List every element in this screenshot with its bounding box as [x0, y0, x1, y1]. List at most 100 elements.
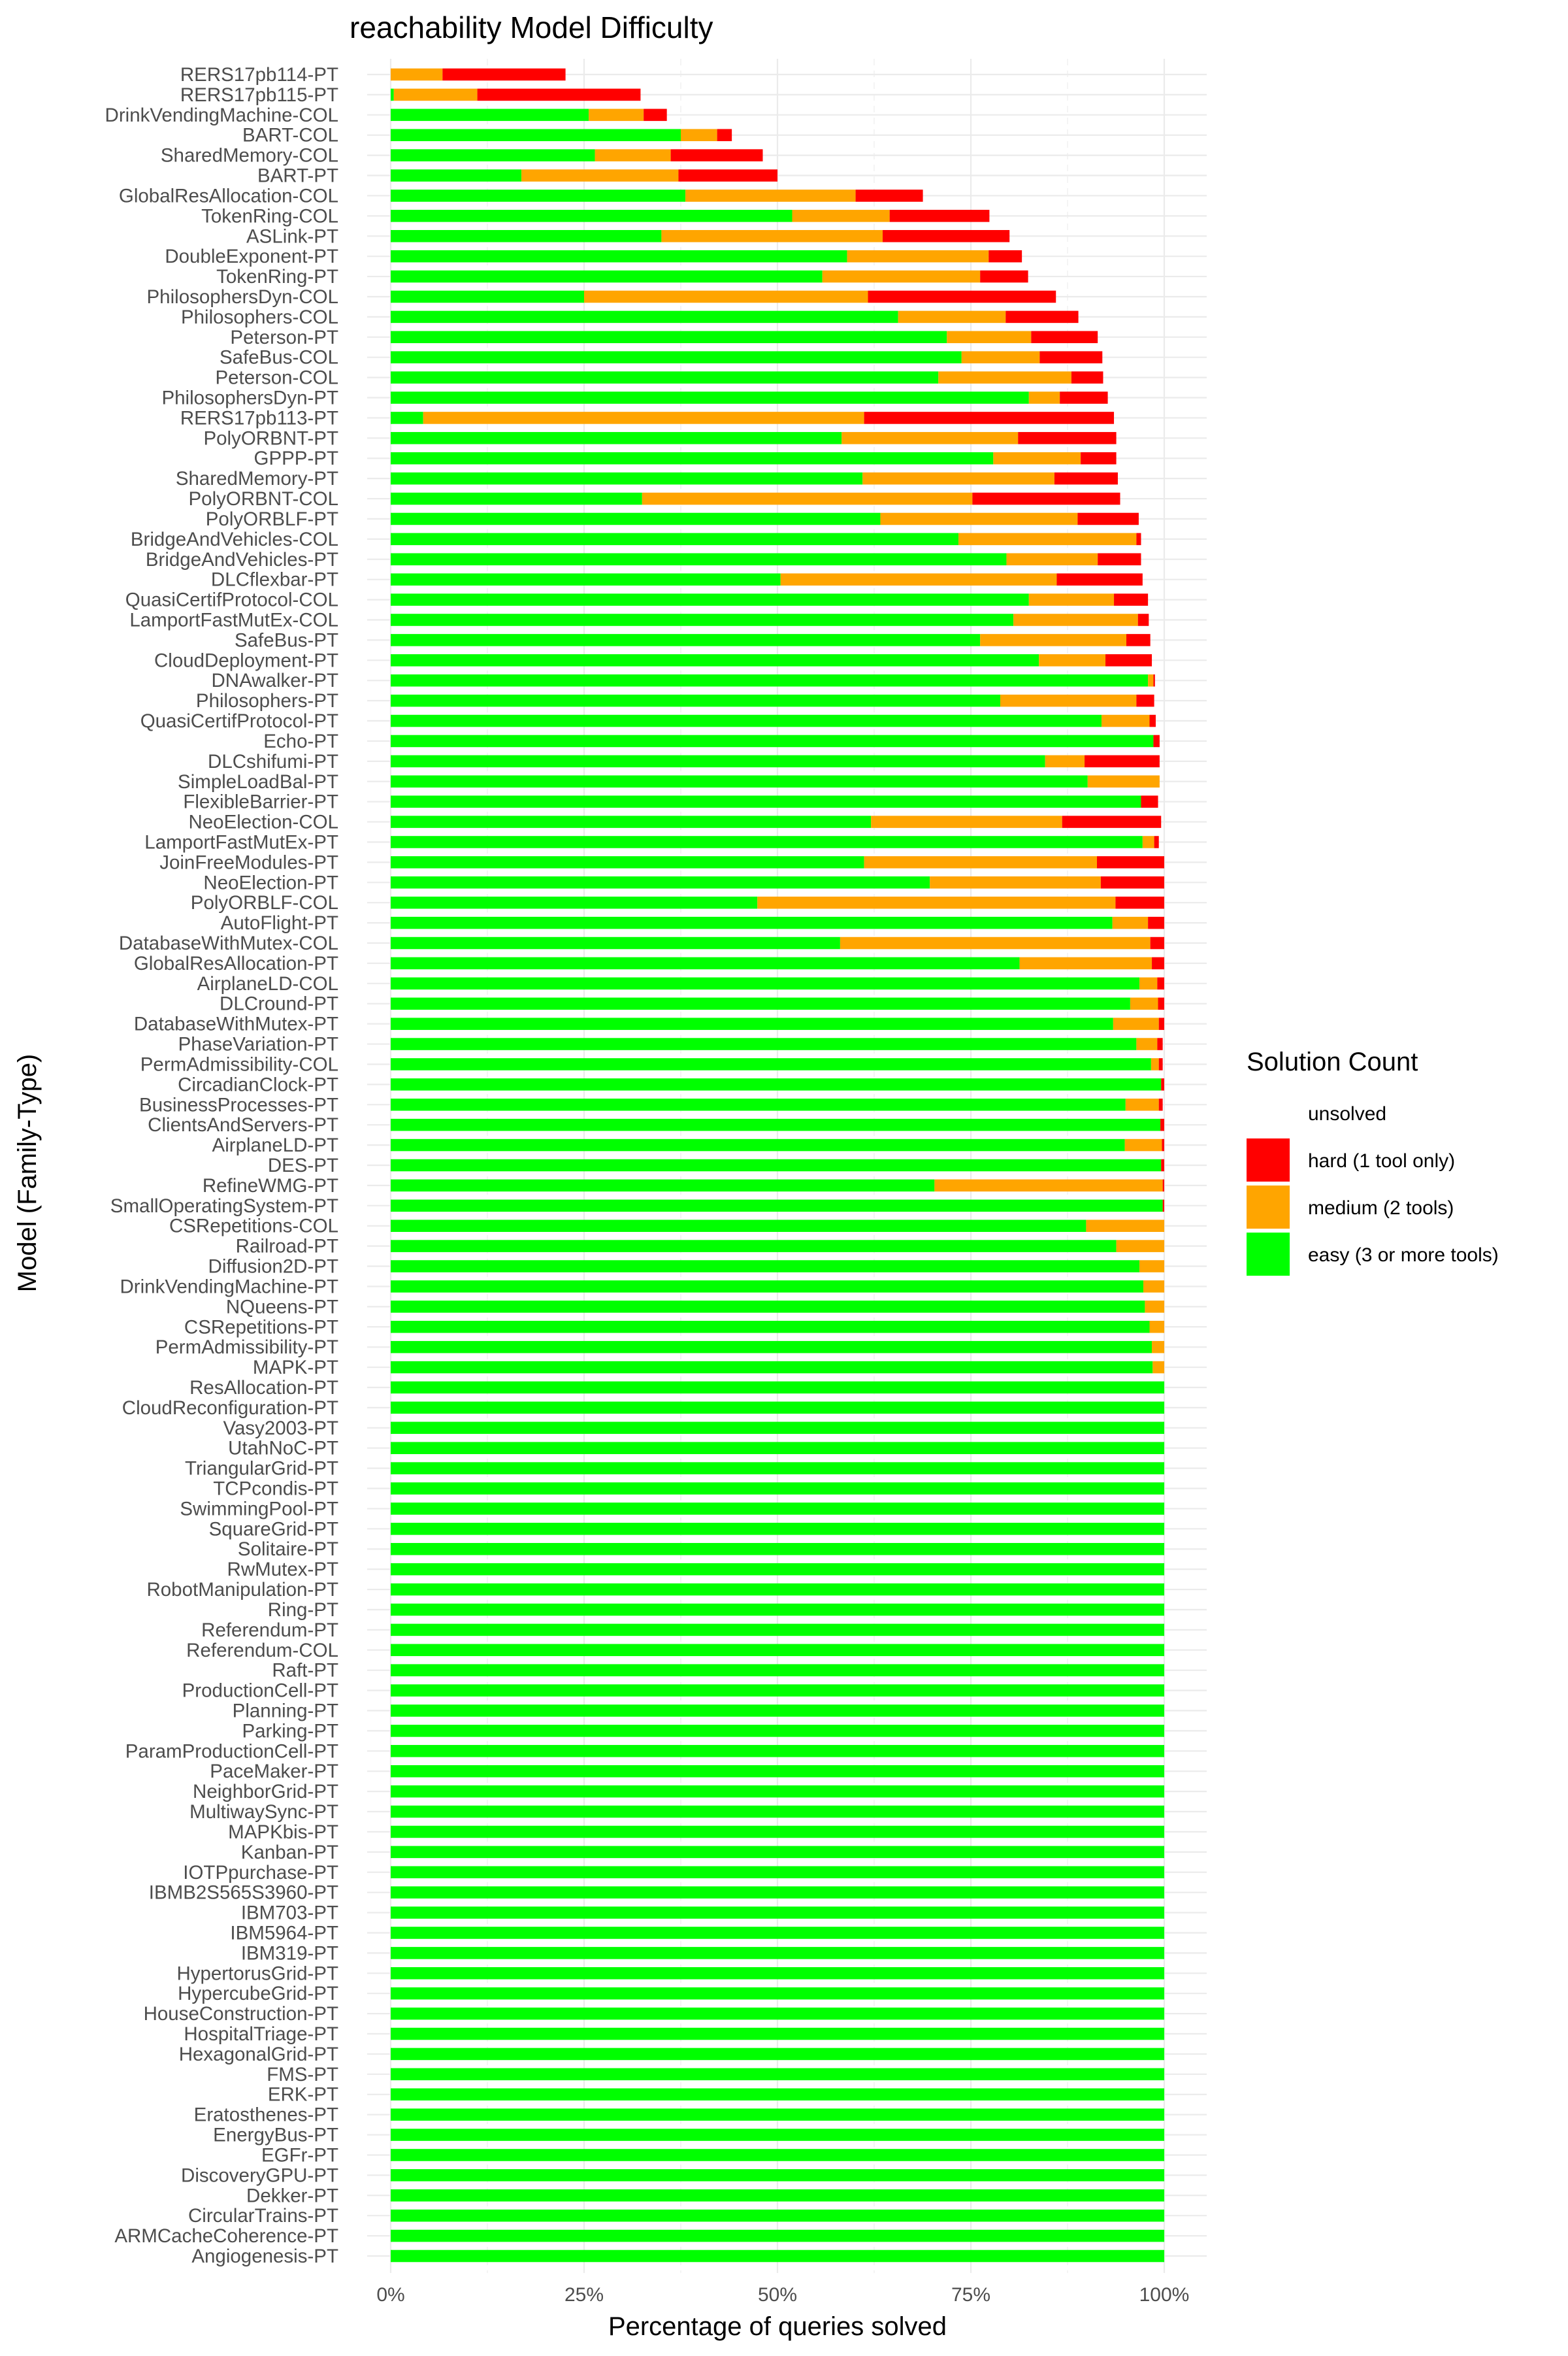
bar-easy-ClientsAndServers-PT	[391, 1118, 1161, 1131]
bar-easy-DLCround-PT	[391, 997, 1130, 1010]
bar-hard-DLCshifumi-PT	[1085, 755, 1160, 768]
bar-medium-Peterson-PT	[947, 331, 1032, 344]
bar-medium-DrinkVendingMachine-COL	[589, 108, 644, 122]
bar-medium-BusinessProcesses-PT	[1125, 1099, 1159, 1111]
bar-medium-Peterson-COL	[938, 371, 1071, 384]
category-label: ResAllocation-PT	[189, 1377, 338, 1399]
category-label: CircadianClock-PT	[178, 1074, 338, 1095]
category-label: ProductionCell-PT	[182, 1680, 338, 1702]
category-label: ASLink-PT	[246, 225, 338, 247]
bar-easy-IBM319-PT	[391, 1947, 1164, 1959]
bar-hard-RERS17pb115-PT	[477, 88, 641, 101]
bar-medium-LamportFastMutEx-COL	[1013, 614, 1138, 626]
bar-medium-Diffusion2D-PT	[1139, 1260, 1164, 1272]
category-label: MAPKbis-PT	[228, 1821, 338, 1843]
bar-hard-CloudDeployment-PT	[1105, 654, 1152, 667]
bar-easy-SmallOperatingSystem-PT	[391, 1199, 1163, 1212]
category-label: ERK-PT	[268, 2084, 338, 2106]
category-label: SmallOperatingSystem-PT	[110, 1195, 338, 1217]
category-label: PermAdmissibility-PT	[155, 1336, 338, 1358]
category-label: IOTPpurchase-PT	[183, 1862, 338, 1883]
bar-easy-DiscoveryGPU-PT	[391, 2169, 1164, 2182]
bar-easy-Dekker-PT	[391, 2189, 1164, 2202]
category-label: Vasy2003-PT	[223, 1418, 338, 1439]
bar-medium-GPPP-PT	[993, 452, 1081, 465]
bar-easy-HypertorusGrid-PT	[391, 1967, 1164, 1980]
category-label: CSRepetitions-COL	[169, 1216, 338, 1237]
category-label: TokenRing-COL	[201, 205, 338, 227]
bar-medium-BridgeAndVehicles-PT	[1006, 553, 1098, 566]
legend-title: Solution Count	[1247, 1048, 1418, 1076]
bar-easy-DatabaseWithMutex-COL	[391, 937, 840, 950]
category-label: SwimmingPool-PT	[180, 1498, 338, 1519]
bar-hard-GlobalResAllocation-PT	[1152, 957, 1164, 970]
category-label: PolyORBNT-PT	[203, 427, 338, 449]
category-label: Solitaire-PT	[238, 1538, 338, 1560]
bar-easy-ERK-PT	[391, 2088, 1164, 2101]
category-label: PermAdmissibility-COL	[140, 1054, 338, 1075]
x-axis-title: Percentage of queries solved	[608, 2312, 947, 2341]
bar-hard-SharedMemory-PT	[1054, 472, 1118, 485]
category-label: Echo-PT	[263, 731, 338, 752]
legend-label-unsolved: unsolved	[1308, 1103, 1386, 1125]
bar-hard-JoinFreeModules-PT	[1096, 856, 1164, 869]
bar-easy-MultiwaySync-PT	[391, 1805, 1164, 1818]
bar-hard-BART-COL	[717, 129, 732, 141]
bar-medium-Railroad-PT	[1116, 1240, 1164, 1252]
bar-easy-TriangularGrid-PT	[391, 1462, 1164, 1474]
bar-hard-Echo-PT	[1153, 735, 1160, 748]
bar-hard-DatabaseWithMutex-PT	[1158, 1018, 1164, 1030]
bar-easy-RobotManipulation-PT	[391, 1583, 1164, 1596]
bar-medium-CSRepetitions-PT	[1149, 1320, 1164, 1333]
bar-easy-CloudDeployment-PT	[391, 654, 1039, 667]
bar-hard-GPPP-PT	[1081, 452, 1117, 465]
bar-easy-SquareGrid-PT	[391, 1523, 1164, 1535]
bar-hard-BART-PT	[678, 169, 777, 182]
bar-medium-TokenRing-PT	[822, 270, 981, 283]
bar-easy-PhaseVariation-PT	[391, 1038, 1137, 1050]
category-label: DLCflexbar-PT	[211, 569, 338, 591]
category-label: PhilosophersDyn-COL	[147, 286, 339, 308]
bar-easy-CloudReconfiguration-PT	[391, 1401, 1164, 1414]
bar-easy-RERS17pb115-PT	[391, 88, 394, 101]
category-label: FMS-PT	[267, 2064, 338, 2085]
category-label: DrinkVendingMachine-PT	[120, 1276, 339, 1297]
category-label: Referendum-PT	[201, 1619, 338, 1641]
bar-easy-HospitalTriage-PT	[391, 2027, 1164, 2040]
category-label: TCPcondis-PT	[213, 1478, 338, 1500]
bar-medium-BridgeAndVehicles-COL	[958, 533, 1137, 546]
bar-easy-NeoElection-COL	[391, 816, 872, 828]
bar-easy-ResAllocation-PT	[391, 1381, 1164, 1394]
category-label: HypercubeGrid-PT	[178, 1983, 338, 2004]
category-label: HouseConstruction-PT	[144, 2003, 338, 2025]
bar-hard-SmallOperatingSystem-PT	[1162, 1199, 1164, 1212]
bar-medium-AirplaneLD-PT	[1124, 1138, 1162, 1152]
category-label: DLCround-PT	[220, 993, 338, 1015]
bar-easy-TokenRing-COL	[391, 210, 792, 222]
category-label: Referendum-COL	[186, 1640, 338, 1661]
bar-easy-AirplaneLD-PT	[391, 1138, 1125, 1152]
category-label: NeoElection-COL	[188, 812, 338, 833]
bar-easy-IBMB2S565S3960-PT	[391, 1886, 1164, 1899]
bar-easy-SimpleLoadBal-PT	[391, 775, 1088, 788]
bar-easy-RwMutex-PT	[391, 1563, 1164, 1576]
bar-hard-RERS17pb113-PT	[864, 412, 1115, 424]
bar-easy-BridgeAndVehicles-COL	[391, 533, 959, 546]
bar-hard-FlexibleBarrier-PT	[1141, 795, 1158, 808]
bar-medium-SharedMemory-COL	[595, 149, 671, 161]
category-label: SharedMemory-COL	[161, 145, 338, 167]
bar-medium-BART-PT	[521, 169, 679, 182]
category-label: ClientsAndServers-PT	[148, 1114, 338, 1136]
y-axis-title: Model (Family-Type)	[13, 1054, 42, 1293]
bar-easy-SafeBus-PT	[391, 634, 981, 646]
bar-hard-BridgeAndVehicles-COL	[1136, 533, 1141, 546]
category-label: AutoFlight-PT	[221, 912, 338, 934]
bar-hard-DoubleExponent-PT	[988, 250, 1022, 263]
bar-hard-Philosophers-PT	[1136, 694, 1154, 707]
bar-hard-PhaseVariation-PT	[1157, 1038, 1163, 1050]
bar-hard-Peterson-COL	[1071, 371, 1103, 384]
bar-hard-BridgeAndVehicles-PT	[1098, 553, 1141, 566]
category-label: BART-COL	[242, 125, 338, 146]
bar-easy-IBM5964-PT	[391, 1927, 1164, 1939]
bar-hard-ASLink-PT	[883, 229, 1010, 242]
